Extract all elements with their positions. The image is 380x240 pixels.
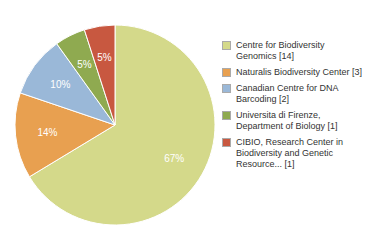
html-text:Naturalis Biodiversity Center: Naturalis Biodiversity Center [3]: [236, 67, 363, 77]
html-text:Resource... [1]: Resource... [1]: [236, 159, 295, 169]
html-text:Canadian Centre for DNA: Canadian Centre for DNA: [236, 83, 339, 93]
svg-text:14%: 14%: [37, 127, 57, 138]
svg-text:10%: 10%: [50, 79, 70, 90]
html-text:CIBIO, Research Center in: CIBIO, Research Center in: [236, 137, 343, 147]
html-text:Universita di Firenze,: Universita di Firenze,: [236, 110, 321, 120]
svg-text:5%: 5%: [77, 59, 92, 70]
html-text:Genomics [14]: Genomics [14]: [236, 51, 294, 61]
html-text:Centre for Biodiversity: Centre for Biodiversity: [236, 40, 325, 50]
svg-text:5%: 5%: [97, 52, 112, 63]
html-text:Biodiversity and Genetic: Biodiversity and Genetic: [236, 148, 334, 158]
svg-text:67%: 67%: [164, 153, 184, 164]
html-text:Barcoding [2]: Barcoding [2]: [236, 94, 289, 104]
html-text:Department of Biology [1]: Department of Biology [1]: [236, 121, 338, 131]
